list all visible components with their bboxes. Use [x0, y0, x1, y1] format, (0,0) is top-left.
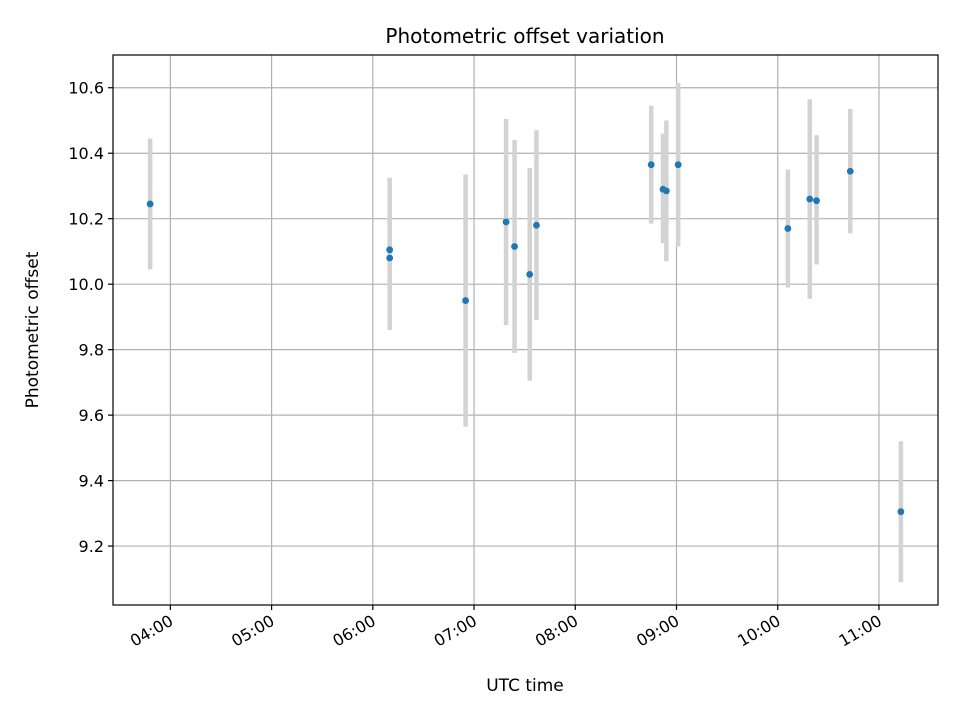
y-tick-label: 10.0: [68, 275, 104, 294]
data-point: [462, 297, 470, 304]
y-tick-label: 10.6: [68, 79, 104, 98]
data-point: [813, 197, 820, 205]
y-tick-label: 9.8: [79, 341, 104, 360]
data-point: [674, 161, 682, 169]
data-point: [662, 187, 670, 195]
data-point: [386, 246, 394, 254]
data-point: [647, 161, 655, 169]
data-point: [146, 200, 154, 208]
data-point: [526, 270, 534, 278]
data-point: [502, 218, 510, 226]
y-tick-label: 9.6: [79, 406, 104, 425]
y-tick-label: 10.2: [68, 210, 104, 229]
y-axis-ticks: 9.2 9.4 9.6 9.8 10.0 10.2 10.4 10.6: [68, 79, 113, 556]
data-point: [784, 225, 792, 232]
y-tick-label: 9.4: [79, 472, 104, 491]
chart-title: Photometric offset variation: [385, 24, 664, 48]
data-point: [533, 221, 540, 229]
data-point: [386, 254, 394, 262]
data-point: [846, 167, 854, 175]
x-axis-label: UTC time: [486, 676, 564, 696]
plot-area-frame: [112, 54, 939, 606]
data-point: [511, 243, 518, 250]
y-axis-label: Photometric offset: [23, 251, 43, 408]
y-tick-label: 10.4: [68, 144, 104, 163]
data-point: [806, 195, 814, 203]
data-points: [146, 161, 905, 516]
data-point: [897, 508, 905, 516]
y-tick-label: 9.2: [79, 537, 104, 556]
